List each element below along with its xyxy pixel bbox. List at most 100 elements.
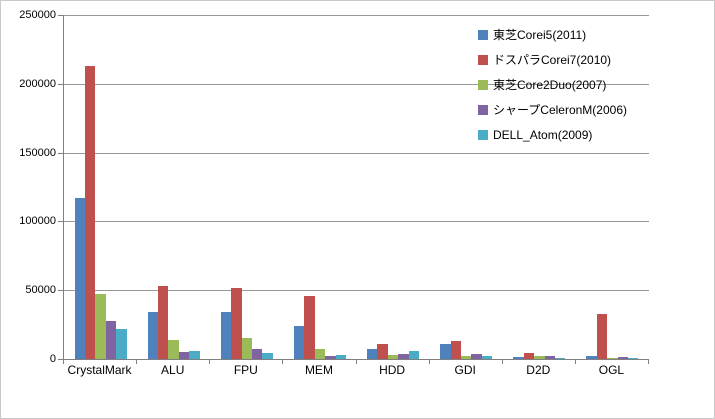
y-axis-tick [58, 83, 63, 85]
bar [262, 353, 273, 359]
bar-group-alu [137, 15, 210, 359]
y-axis-tick [58, 221, 63, 223]
bar [293, 326, 305, 359]
legend: 東芝Corei5(2011) ドスパラCorei7(2010) 東芝Core2Duo… [478, 22, 627, 147]
legend-item: シャープCeleronM(2006) [478, 97, 627, 122]
gridline [64, 83, 649, 85]
bar-group-fpu [210, 15, 283, 359]
legend-item: 東芝Corei5(2011) [478, 22, 627, 47]
bar [84, 66, 96, 359]
x-axis-category-label: GDI [454, 363, 476, 377]
bar-group-gdi [430, 15, 503, 359]
x-axis-tick [209, 360, 211, 364]
bar [147, 312, 159, 359]
bar [544, 356, 555, 359]
x-axis-category-label: OGL [598, 363, 625, 377]
bar [241, 338, 252, 359]
y-axis-tick-label: 200000 [19, 77, 56, 90]
y-axis-tick [58, 290, 63, 292]
bar [377, 344, 388, 359]
x-axis-category-label: ALU [161, 363, 185, 377]
bar [607, 358, 618, 359]
bar-group-ogl [576, 15, 649, 359]
bar [460, 356, 472, 359]
x-axis-tick [282, 360, 284, 364]
bar [586, 356, 597, 359]
bar [105, 321, 117, 359]
y-axis-tick-label: 150000 [19, 146, 56, 159]
bar [304, 296, 315, 359]
bar [596, 314, 608, 359]
bar [481, 356, 493, 359]
bar [178, 352, 190, 359]
bar [523, 353, 535, 359]
x-axis-category-label: HDD [379, 363, 406, 377]
legend-color-swatch [478, 129, 488, 140]
legend-item: 東芝Core2Duo(2007) [478, 72, 627, 97]
bar [220, 312, 232, 359]
x-axis-category-label: FPU [233, 363, 258, 377]
legend-color-swatch [478, 79, 488, 90]
legend-series-label: 東芝Corei5(2011) [493, 28, 587, 42]
x-axis-category-label: D2D [526, 363, 551, 377]
y-axis-tick-label: 100000 [19, 215, 56, 228]
bar [367, 349, 378, 359]
bar [74, 198, 85, 359]
bar-group-mem [283, 15, 356, 359]
gridline [64, 15, 649, 16]
gridline [64, 221, 649, 223]
bar [398, 354, 409, 359]
legend-series-label: ドスパラCorei7(2010) [493, 53, 612, 67]
legend-color-swatch [478, 54, 488, 65]
y-axis-tick [58, 359, 63, 360]
y-axis-tick [58, 15, 63, 16]
x-axis-labels: CrystalMark ALU FPU MEM HDD GDI D2D OGL [63, 363, 648, 377]
bar-group-d2d [503, 15, 576, 359]
bar [231, 288, 242, 359]
y-axis-tick-label: 50000 [25, 284, 56, 297]
x-axis-category-label: CrystalMark [67, 363, 132, 377]
bar [314, 349, 326, 359]
bar-groups [64, 15, 649, 359]
bar [335, 355, 346, 359]
bar [513, 357, 524, 359]
plot-area [63, 15, 649, 360]
bar [325, 356, 336, 359]
x-axis-tick [355, 360, 357, 364]
bar [168, 340, 179, 359]
bar [628, 358, 639, 359]
bar [471, 354, 482, 359]
bar [617, 357, 629, 359]
x-axis-tick [63, 360, 64, 364]
bar-group-crystalmark [64, 15, 137, 359]
x-axis-tick [428, 360, 430, 364]
bar [440, 344, 451, 359]
bar [116, 329, 127, 359]
y-axis-tick-label: 250000 [19, 9, 56, 21]
legend-item: ドスパラCorei7(2010) [478, 47, 627, 72]
bar [554, 358, 566, 359]
x-axis-tick [574, 360, 576, 364]
legend-series-label: シャープCeleronM(2006) [493, 103, 627, 117]
legend-series-label: 東芝Core2Duo(2007) [493, 78, 607, 92]
legend-item: DELL_Atom(2009) [478, 122, 627, 147]
bar [95, 294, 106, 359]
legend-color-swatch [478, 29, 488, 40]
x-axis-tick [648, 360, 649, 364]
bar [158, 286, 169, 359]
bar [450, 341, 461, 359]
x-axis-category-label: MEM [304, 363, 333, 377]
bar [387, 355, 399, 359]
legend-color-swatch [478, 104, 488, 115]
bar [408, 351, 420, 359]
gridline [64, 290, 649, 292]
legend-series-label: DELL_Atom(2009) [493, 127, 593, 142]
x-axis-tick [501, 360, 503, 364]
bar [534, 356, 545, 359]
bar [189, 351, 200, 359]
y-axis-tick-label: 0 [49, 353, 56, 365]
gridline [64, 152, 649, 154]
bar [252, 349, 263, 359]
y-axis-tick [58, 152, 63, 154]
